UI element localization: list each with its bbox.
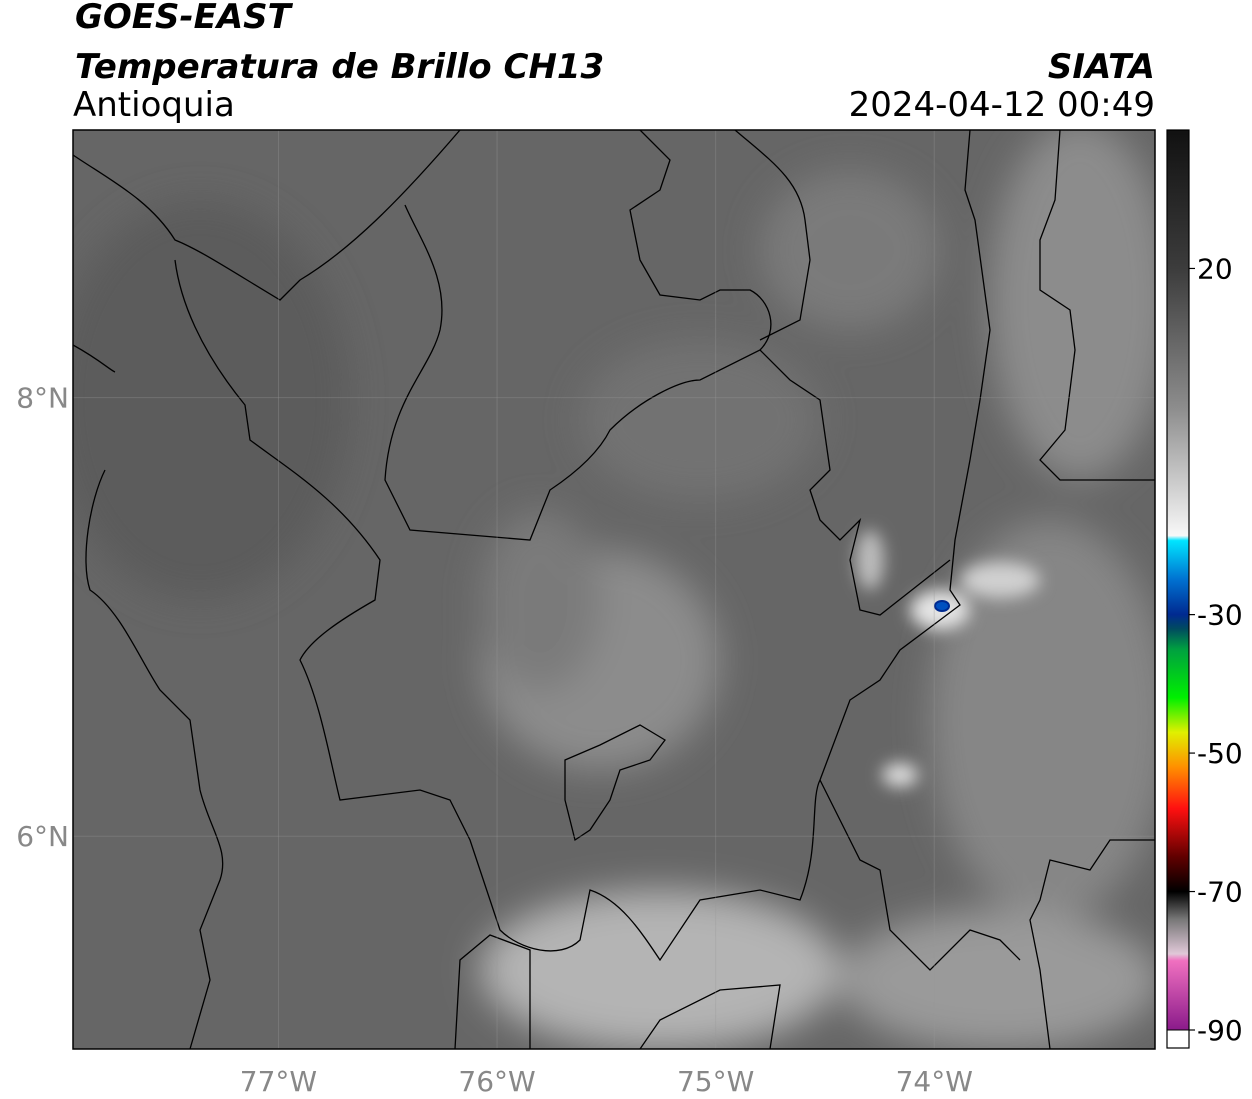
subtitle: Temperatura de Brillo CH13 [75, 47, 604, 87]
grid [73, 130, 1155, 1049]
borders [73, 130, 1155, 1049]
colorbar-tick-label: -50 [1197, 737, 1243, 770]
x-tick-label: 76°W [458, 1065, 535, 1098]
map-frame [72, 129, 1156, 1050]
colorbar-under [1166, 1029, 1190, 1049]
map-area [73, 130, 1155, 1049]
colorbar-frame [1166, 129, 1190, 1049]
colorbar-tick-label: 20 [1197, 252, 1233, 285]
colorbar-tick-label: -70 [1197, 876, 1243, 909]
title: GOES-EAST [75, 0, 294, 37]
datetime: 2024-04-12 00:49 [849, 85, 1155, 125]
x-tick-label: 74°W [896, 1065, 973, 1098]
colorbar-scale [1167, 130, 1189, 1030]
source: SIATA [1048, 47, 1155, 87]
y-tick-label: 8°N [16, 382, 69, 415]
colorbar-tick-label: -90 [1197, 1014, 1243, 1047]
colorbar: 20 -30 -50 -70 -90 [1166, 129, 1243, 1049]
axes: 77°W 76°W 75°W 74°W 6°N 8°N [16, 382, 973, 1098]
y-tick-label: 6°N [16, 820, 69, 853]
x-tick-label: 75°W [677, 1065, 754, 1098]
x-tick-label: 77°W [240, 1065, 317, 1098]
cold-core [934, 600, 950, 612]
region: Antioquia [73, 85, 235, 125]
colorbar-tick-label: -30 [1197, 599, 1243, 632]
